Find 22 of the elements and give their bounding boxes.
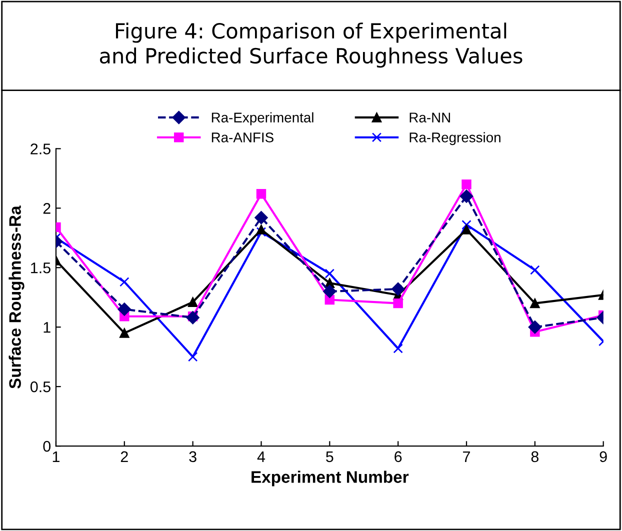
- x-tick-label: 7: [463, 451, 470, 462]
- x-tick-label: 8: [531, 451, 539, 462]
- y-tick-label: 0: [43, 440, 51, 452]
- chart-title: Figure 4: Comparison of Experimental and Predicted Surface Roughness Values: [100, 22, 522, 68]
- y-tick-label: 2.5: [30, 144, 50, 154]
- y-tick-label: 1.5: [31, 262, 50, 274]
- legend-label: Ra-NN: [410, 112, 450, 122]
- legend-label: Ra-Regression: [410, 132, 500, 146]
- legend-label: Ra-Experimental: [212, 112, 314, 126]
- x-tick-label: 4: [257, 451, 266, 462]
- y-tick-label: 2: [43, 203, 50, 214]
- y-axis-title: Surface Roughness-Ra: [8, 206, 24, 389]
- y-tick-label: 1: [44, 322, 50, 333]
- x-axis-title: Experiment Number: [252, 470, 409, 486]
- y-tick-label: 0.5: [30, 381, 50, 392]
- x-tick-label: 1: [52, 451, 60, 462]
- legend-label: Ra-ANFIS: [212, 132, 274, 142]
- x-tick-label: 6: [394, 451, 402, 462]
- x-tick-label: 3: [189, 451, 196, 462]
- x-tick-label: 9: [600, 451, 607, 462]
- x-tick-label: 5: [326, 451, 334, 462]
- x-tick-label: 2: [120, 451, 128, 462]
